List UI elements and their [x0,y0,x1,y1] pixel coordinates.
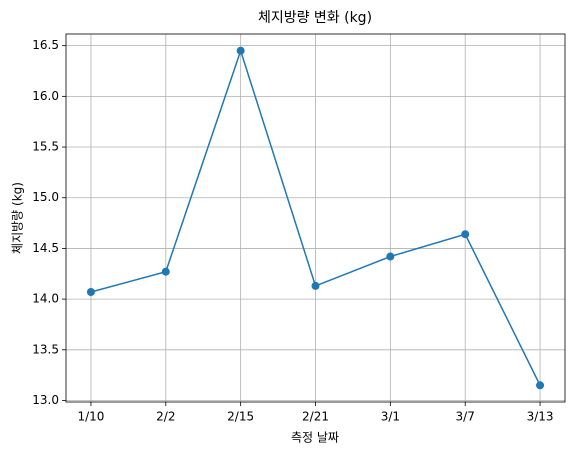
point [386,252,395,261]
chart-title: 체지방량 변화 (kg) [258,10,372,26]
point [236,46,245,55]
x-tick-label: 3/1 [381,410,400,424]
y-tick-label: 14.0 [32,292,59,306]
y-tick-label: 16.0 [32,89,59,103]
y-axis-label: 체지방량 (kg) [11,182,25,254]
point [86,288,95,297]
point [311,281,320,290]
x-tick-label: 2/2 [156,410,175,424]
y-tick-label: 15.5 [32,140,59,154]
x-tick-label: 2/15 [227,410,254,424]
point [161,267,170,276]
x-tick-label: 1/10 [77,410,104,424]
point [536,381,545,390]
x-axis-label: 측정 날짜 [291,431,339,445]
point [461,230,470,239]
plot-frame [65,33,566,403]
x-tick-label: 2/21 [302,410,329,424]
y-tick-label: 16.5 [32,38,59,52]
x-tick-label: 3/13 [527,410,554,424]
y-tick-label: 14.5 [32,241,59,255]
y-tick-label: 13.5 [32,342,59,356]
x-tick-label: 3/7 [456,410,475,424]
y-tick-label: 13.0 [32,393,59,407]
y-tick-label: 15.0 [32,190,59,204]
